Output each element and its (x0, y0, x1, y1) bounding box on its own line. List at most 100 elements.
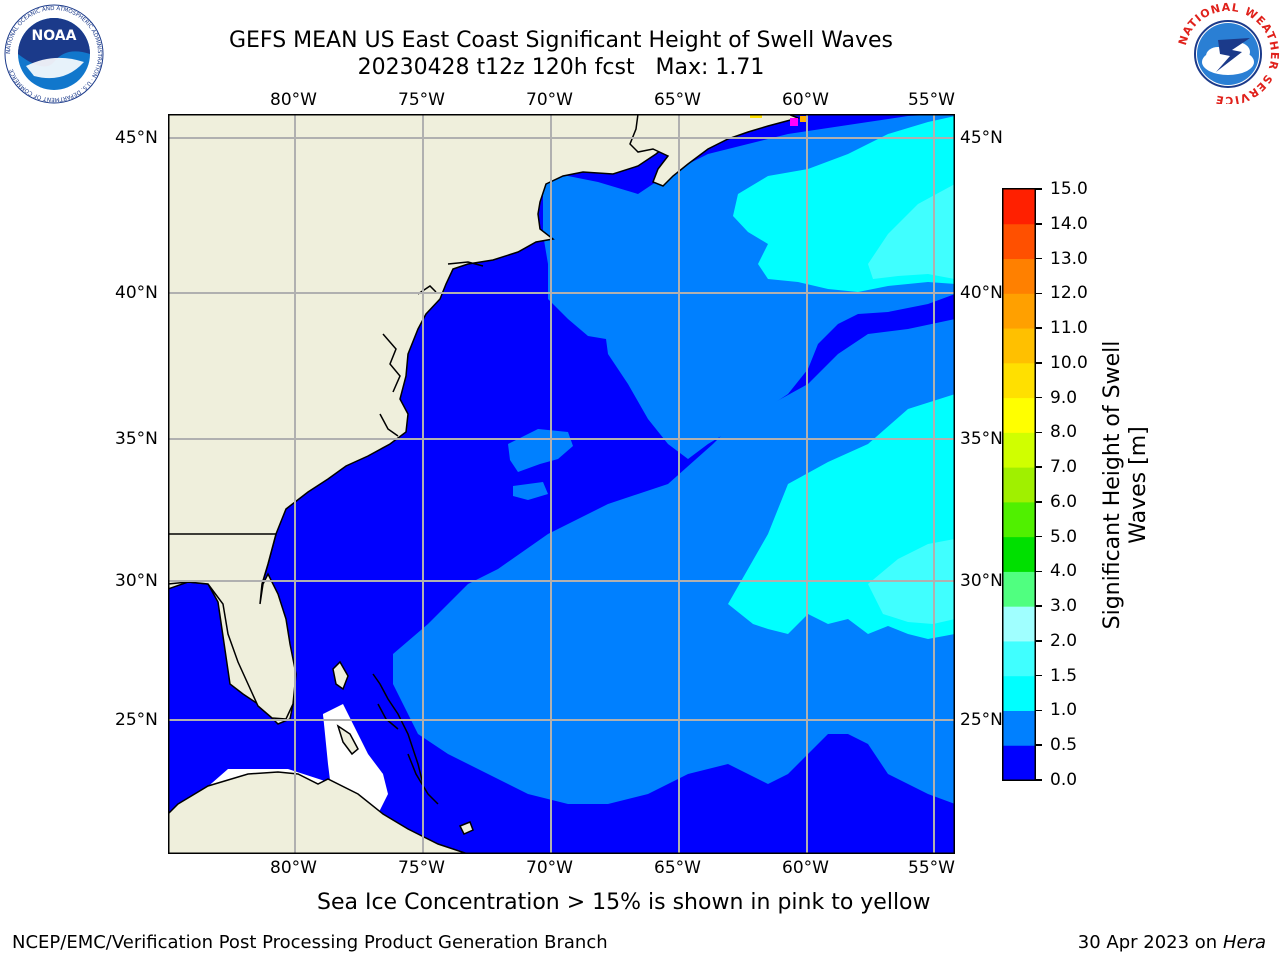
colorbar-tick-mark (1036, 535, 1042, 538)
colorbar-segment (1003, 223, 1035, 260)
colorbar-segment (1003, 536, 1035, 572)
footer-machine: Hera (1222, 932, 1266, 953)
colorbar-tick-label: 7.0 (1050, 457, 1078, 478)
lon-label-top: 75°W (398, 90, 445, 110)
swell-band-0.5-1.0-south (393, 319, 954, 804)
colorbar-tick-mark (1036, 396, 1042, 399)
colorbar-tick-label: 9.0 (1050, 387, 1078, 408)
lon-label-top: 65°W (654, 90, 701, 110)
lat-label-right: 25°N (960, 710, 1003, 730)
lat-label-left: 25°N (115, 710, 158, 730)
lon-label-bottom: 65°W (654, 858, 701, 878)
colorbar-tick-label: 1.0 (1050, 700, 1078, 721)
colorbar-tick-label: 6.0 (1050, 491, 1078, 512)
land-north-america (168, 114, 730, 725)
colorbar-tick-label: 10.0 (1050, 352, 1088, 373)
colorbar-tick-mark (1036, 605, 1042, 607)
lat-label-left: 45°N (115, 128, 158, 148)
lon-label-top: 55°W (908, 90, 955, 110)
colorbar-tick-mark (1036, 570, 1042, 573)
colorbar-tick-label: 0.0 (1050, 770, 1078, 790)
colorbar-tick-mark (1036, 223, 1042, 225)
lon-label-top: 70°W (526, 90, 573, 110)
colorbar-tick-mark (1036, 501, 1042, 503)
colorbar-tick-mark (1036, 431, 1042, 434)
land-cuba (168, 771, 468, 853)
colorbar-tick-mark (1036, 188, 1042, 190)
colorbar-segment (1003, 501, 1035, 538)
lon-label-bottom: 75°W (398, 858, 445, 878)
colorbar-tick-mark (1036, 709, 1042, 712)
lon-label-bottom: 80°W (270, 858, 317, 878)
colorbar-tick-label: 8.0 (1050, 422, 1078, 443)
colorbar-tick-mark (1036, 327, 1042, 329)
colorbar-tick-label: 15.0 (1050, 179, 1088, 199)
colorbar-tick-mark (1036, 292, 1042, 295)
colorbar-segment (1003, 571, 1035, 607)
colorbar (1002, 188, 1036, 781)
colorbar-tick-label: 5.0 (1050, 526, 1078, 547)
swell-band-1.5-2.0-north (868, 184, 954, 279)
lat-label-right: 45°N (960, 128, 1003, 148)
lon-label-bottom: 60°W (782, 858, 829, 878)
sea-ice-mark (790, 118, 798, 126)
lat-label-right: 35°N (960, 429, 1003, 449)
colorbar-segment (1003, 432, 1035, 468)
footer-date-text: 30 Apr 2023 on (1077, 932, 1223, 953)
colorbar-segment (1003, 258, 1035, 294)
colorbar-segment (1003, 640, 1035, 677)
colorbar-tick-mark (1036, 257, 1042, 260)
land-hispaniola-fragment (458, 821, 474, 835)
noaa-logo: NATIONAL OCEANIC AND ATMOSPHERIC ADMINIS… (4, 4, 104, 104)
colorbar-tick-label: 4.0 (1050, 561, 1078, 582)
lon-label-top: 60°W (782, 90, 829, 110)
land-nova-scotia (629, 114, 801, 187)
lat-label-left: 35°N (115, 429, 158, 449)
colorbar-segment (1003, 675, 1035, 711)
nws-logo: NATIONAL WEATHER SERVICE (1176, 1, 1280, 104)
chart-title: GEFS MEAN US East Coast Significant Heig… (228, 28, 894, 53)
footer-branch: NCEP/EMC/Verification Post Processing Pr… (12, 932, 608, 953)
land-bahamas-2 (336, 724, 359, 756)
colorbar-segment (1003, 710, 1035, 746)
colorbar-label-line2: Waves [m] (1126, 426, 1151, 544)
noaa-logo-text: NOAA (32, 28, 77, 44)
lat-label-right: 40°N (960, 283, 1003, 303)
colorbar-tick-label: 1.5 (1050, 665, 1078, 686)
footer-date: 30 Apr 2023 on Hera (1078, 932, 1266, 953)
colorbar-segment (1003, 397, 1035, 433)
colorbar-tick-mark (1036, 362, 1042, 364)
colorbar-tick-label: 14.0 (1050, 213, 1088, 234)
colorbar-tick-mark (1036, 744, 1042, 746)
sea-ice-mark (800, 116, 806, 122)
lon-label-bottom: 70°W (526, 858, 573, 878)
colorbar-segment (1003, 293, 1035, 329)
chart-subtitle: 20230428 t12z 120h fcst Max: 1.71 (357, 55, 765, 80)
colorbar-frame (1002, 188, 1036, 781)
colorbar-ticks: 0.0 0.5 1.0 1.5 2.0 3.0 4.0 5.0 6.0 7.0 8.0 9.0 10.0… (1036, 0, 1096, 960)
lat-label-left: 40°N (115, 283, 158, 303)
colorbar-segment (1003, 467, 1035, 503)
map-frame (168, 114, 955, 854)
colorbar-tick-label: 2.0 (1050, 630, 1078, 651)
lat-label-right: 30°N (960, 571, 1003, 591)
sea-ice-mark (750, 114, 762, 118)
swell-patch-0.5-1.0-b (513, 482, 548, 500)
colorbar-segment (1003, 745, 1035, 781)
colorbar-tick-label: 13.0 (1050, 248, 1088, 269)
land-bahamas-1 (332, 660, 349, 691)
colorbar-segment (1003, 606, 1035, 642)
lon-label-bottom: 55°W (908, 858, 955, 878)
colorbar-tick-mark (1036, 466, 1042, 468)
graticule (168, 114, 954, 853)
colorbar-label-line1: Significant Height of Swell (1100, 340, 1125, 630)
colorbar-tick-mark (1036, 640, 1042, 642)
colorbar-tick-label: 12.0 (1050, 283, 1088, 304)
colorbar-tick-mark (1036, 674, 1042, 677)
lat-label-left: 30°N (115, 571, 158, 591)
colorbar-segment (1003, 362, 1035, 399)
colorbar-tick-label: 3.0 (1050, 596, 1078, 617)
colorbar-tick-label: 0.5 (1050, 735, 1078, 756)
colorbar-segment (1003, 328, 1035, 364)
lon-label-top: 80°W (270, 90, 317, 110)
